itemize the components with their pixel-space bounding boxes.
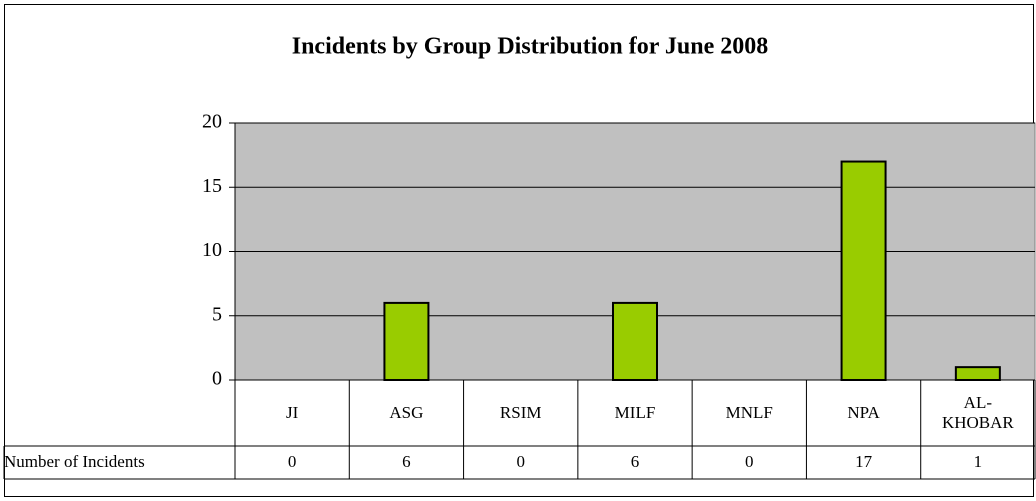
y-tick-label: 0 [212, 368, 222, 390]
table-value: 6 [402, 452, 411, 472]
table-value: 6 [630, 452, 640, 472]
table-value: 17 [855, 452, 873, 472]
bar [840, 160, 887, 381]
y-tick-label: 5 [212, 303, 222, 325]
x-tick-label: NPA [847, 402, 880, 422]
legend-label: Number of Incidents [4, 452, 145, 472]
y-tick-label: 20 [202, 111, 222, 133]
y-tick-label: 15 [202, 175, 222, 197]
x-tick-label: RSIM [499, 402, 542, 422]
bar [612, 301, 658, 381]
table-value: 0 [745, 452, 754, 472]
x-tick-label: MNLF [725, 402, 773, 422]
x-tick-label: JI [286, 402, 299, 422]
chart-title: Incidents by Group Distribution for June… [292, 34, 769, 60]
x-tick-label: MILF [614, 402, 656, 422]
table-value: 0 [287, 452, 297, 472]
bar [954, 366, 1001, 381]
x-tick-label: ASG [389, 402, 424, 422]
table-value: 0 [516, 452, 525, 472]
y-tick-label: 10 [202, 239, 222, 261]
table-value: 1 [973, 452, 983, 472]
bar [383, 301, 430, 381]
x-tick-label: AL-KHOBAR [941, 392, 1014, 432]
